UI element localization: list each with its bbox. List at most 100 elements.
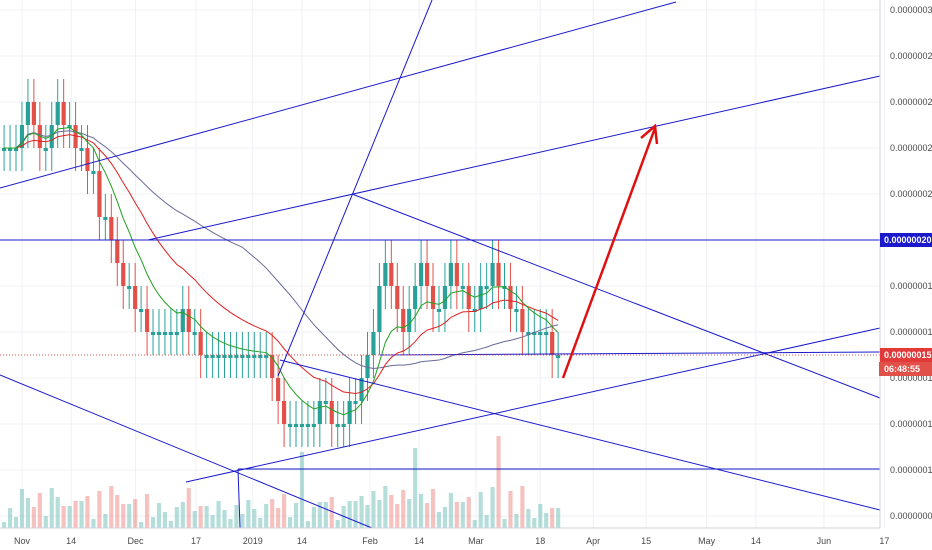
- candle-body: [484, 286, 489, 289]
- volume-bar: [544, 513, 549, 528]
- volume-bar: [496, 436, 501, 528]
- candle-body: [186, 309, 191, 332]
- volume-bar: [347, 501, 352, 528]
- volume-bar: [460, 502, 465, 528]
- volume-bars: [2, 436, 561, 528]
- volume-bar: [371, 491, 376, 528]
- volume-bar: [91, 519, 96, 528]
- volume-bar: [144, 494, 150, 528]
- volume-bar: [508, 491, 513, 528]
- x-tick-label: Jun: [817, 536, 832, 546]
- candle-body: [365, 355, 370, 378]
- ema-fast-line: [4, 127, 559, 416]
- candle-body: [204, 355, 209, 358]
- candle-body: [430, 286, 436, 309]
- x-tick-label: 14: [66, 536, 76, 546]
- y-tick-label: 0.00000028: [890, 51, 932, 61]
- candle-body: [293, 424, 299, 427]
- y-tick-label: 0.00000016: [890, 327, 932, 337]
- candlesticks: [2, 79, 561, 447]
- candle-body: [466, 286, 471, 309]
- candle-body: [460, 286, 465, 289]
- candle-body: [389, 263, 394, 286]
- volume-bar: [25, 498, 30, 528]
- candle-body: [520, 309, 525, 332]
- volume-bar: [186, 488, 191, 528]
- candle-body: [508, 286, 513, 309]
- volume-bar: [287, 517, 293, 528]
- volume-bar: [442, 507, 448, 528]
- x-tick-label: 14: [751, 536, 761, 546]
- moving-averages: [4, 127, 559, 416]
- candle-body: [79, 148, 84, 151]
- volume-bar: [13, 517, 19, 528]
- trend-line: [0, 1, 677, 189]
- candle-body: [454, 263, 459, 286]
- candle-body: [407, 309, 412, 332]
- y-tick-label: 0.00000022: [890, 189, 932, 199]
- candle-body: [228, 355, 233, 358]
- volume-bar: [424, 503, 430, 528]
- candle-body: [282, 401, 287, 424]
- candle-body: [127, 286, 132, 289]
- candle-body: [264, 355, 269, 358]
- candle-body: [162, 332, 168, 335]
- volume-bar: [478, 492, 483, 528]
- candle-body: [544, 332, 549, 335]
- x-tick-label: Feb: [362, 536, 378, 546]
- trend-line: [351, 193, 881, 399]
- trend-line: [237, 468, 241, 529]
- volume-bar: [61, 506, 66, 528]
- candle-body: [7, 148, 13, 151]
- volume-bar: [436, 512, 442, 528]
- price-marker-label: 0.00000020: [884, 235, 932, 245]
- candle-body: [109, 217, 114, 240]
- trend-line: [379, 351, 881, 356]
- trend-line: [147, 75, 881, 241]
- volume-bar: [2, 522, 7, 528]
- volume-bar: [359, 496, 364, 528]
- volume-bar: [293, 503, 299, 528]
- volume-bar: [430, 489, 436, 528]
- trend-line-drawings[interactable]: [0, 0, 881, 529]
- x-tick-label: 17: [191, 536, 201, 546]
- volume-bar: [419, 494, 424, 528]
- candle-body: [192, 332, 197, 335]
- candle-body: [436, 309, 442, 312]
- x-tick-label: 17: [879, 536, 889, 546]
- candle-body: [85, 148, 90, 171]
- candle-body: [413, 286, 418, 309]
- volume-bar: [550, 508, 555, 528]
- volume-bar: [276, 508, 281, 528]
- candle-body: [550, 332, 555, 355]
- volume-bar: [79, 501, 84, 528]
- y-tick-label: 0.00000012: [890, 419, 932, 429]
- candle-body: [258, 355, 263, 358]
- volume-bar: [103, 514, 108, 528]
- candle-body: [252, 355, 257, 358]
- candle-body: [49, 125, 54, 148]
- candle-body: [377, 286, 382, 332]
- volume-bar: [252, 509, 257, 528]
- x-tick-label: Dec: [127, 536, 144, 546]
- volume-bar: [67, 506, 72, 528]
- trend-line: [279, 359, 881, 511]
- volume-bar: [73, 501, 78, 528]
- volume-bar: [174, 507, 179, 528]
- volume-bar: [210, 515, 215, 528]
- candle-body: [174, 332, 179, 335]
- volume-bar: [115, 495, 120, 528]
- volume-bar: [168, 521, 173, 528]
- candle-body: [276, 378, 281, 401]
- volume-bar: [198, 506, 203, 528]
- candle-body: [97, 171, 102, 217]
- volume-bar: [222, 510, 227, 528]
- volume-bar: [246, 500, 251, 528]
- candle-body: [150, 332, 156, 335]
- trend-line: [0, 374, 373, 529]
- volume-bar: [127, 504, 132, 528]
- candle-body: [323, 401, 328, 404]
